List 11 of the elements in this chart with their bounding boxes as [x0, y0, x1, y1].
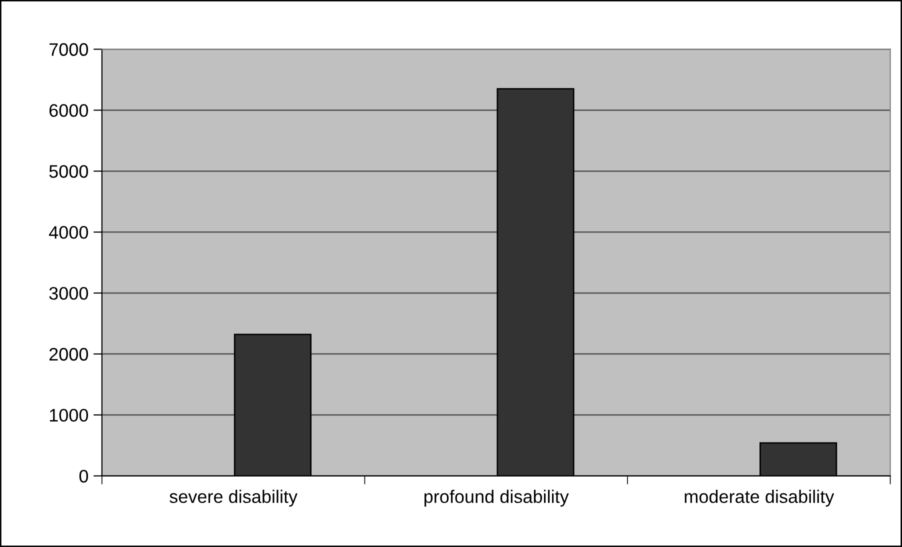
y-tick-label: 6000	[49, 104, 88, 117]
y-tick-label: 7000	[49, 43, 88, 56]
y-tick-label: 5000	[49, 165, 88, 178]
y-tick-label: 3000	[49, 286, 88, 300]
y-tick-label: 1000	[50, 408, 88, 422]
y-tick-label: 4000	[48, 226, 88, 239]
y-tick-label: 2000	[49, 348, 88, 361]
x-tick-label: severe disability	[170, 490, 298, 507]
x-tick-label: profound disability	[424, 490, 569, 507]
y-tick-label: 0	[79, 470, 88, 483]
x-tick-label: moderate disability	[684, 490, 834, 507]
